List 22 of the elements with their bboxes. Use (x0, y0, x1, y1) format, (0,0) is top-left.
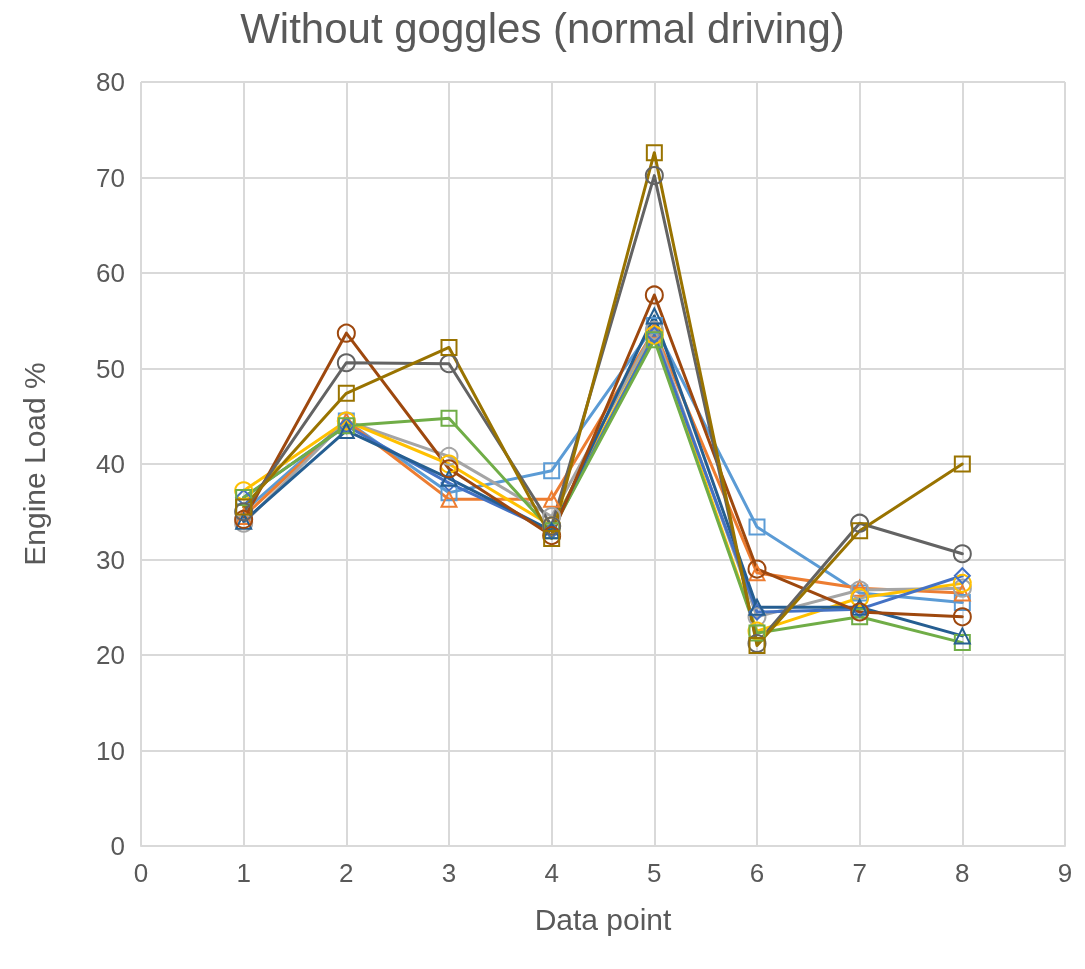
y-tick-label: 60 (96, 258, 125, 288)
x-axis-title: Data point (534, 902, 673, 936)
x-tick-label: 4 (544, 858, 559, 888)
y-tick-label: 40 (96, 449, 125, 479)
x-tick-label: 3 (441, 858, 457, 888)
x-tick-label: 2 (339, 858, 354, 888)
y-tick-label: 70 (96, 162, 125, 193)
x-tick-label: 5 (647, 858, 662, 888)
x-tick-label: 6 (749, 858, 765, 888)
x-tick-label: 7 (852, 858, 867, 888)
x-tick-label: 0 (133, 858, 149, 888)
y-tick-label: 0 (110, 831, 125, 861)
y-tick-label: 20 (96, 640, 125, 670)
x-tick-label: 8 (955, 858, 970, 888)
chart-title: Without goggles (normal driving) (240, 4, 845, 52)
y-axis-title: Engine Load % (17, 362, 51, 566)
x-tick-label: 9 (1057, 858, 1073, 888)
y-tick-label: 30 (96, 544, 125, 575)
y-tick-label: 10 (96, 735, 125, 766)
y-tick-label: 50 (96, 353, 125, 384)
x-tick-label: 1 (236, 858, 251, 888)
y-tick-label: 80 (96, 67, 125, 97)
